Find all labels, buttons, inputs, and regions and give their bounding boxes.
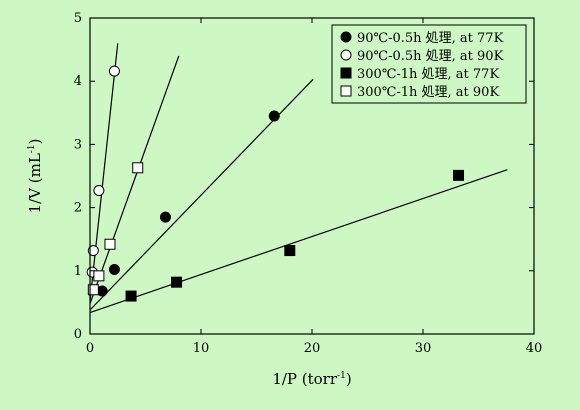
x-tick-label: 10	[193, 341, 210, 356]
legend-entry: 300℃-1h 処理, at 77K	[357, 67, 499, 82]
y-axis-title-end: )	[26, 139, 44, 145]
y-tick-label: 2	[74, 201, 82, 216]
data-point	[87, 284, 99, 296]
data-point	[93, 185, 105, 197]
fit-line	[89, 78, 314, 311]
y-tick-label: 0	[74, 327, 82, 342]
y-tick-label: 1	[74, 264, 82, 279]
y-tick-label: 3	[74, 137, 82, 152]
legend-marker	[340, 49, 352, 61]
data-point	[93, 270, 105, 282]
data-point	[108, 65, 120, 77]
data-point	[171, 276, 183, 288]
x-axis-title-sup: -1	[337, 371, 346, 381]
x-axis-title-main: 1/P (torr	[272, 370, 338, 388]
legend-entry: 300℃-1h 処理, at 90K	[357, 85, 499, 100]
legend-entry: 90℃-0.5h 処理, at 90K	[357, 49, 504, 64]
x-tick-label: 20	[304, 341, 321, 356]
fit-line	[89, 43, 119, 302]
legend-marker	[340, 85, 352, 97]
legend-marker	[340, 31, 352, 43]
legend-entry: 90℃-0.5h 処理, at 77K	[357, 31, 504, 46]
y-tick-label: 5	[74, 11, 82, 26]
legend-marker	[340, 67, 352, 79]
data-point	[453, 169, 465, 181]
y-axis-title-main: 1/V (mL	[26, 153, 44, 213]
x-tick-label: 40	[526, 341, 543, 356]
y-axis-ticks: 0 1 2 3 4 5	[74, 11, 534, 342]
y-axis-title: 1/V (mL-1)	[26, 139, 44, 214]
data-point	[159, 211, 171, 223]
data-point	[284, 245, 296, 257]
fit-line	[89, 55, 180, 304]
data-point	[104, 238, 116, 250]
x-axis-title: 1/P (torr-1)	[272, 370, 351, 388]
x-axis-title-end: )	[346, 370, 352, 388]
data-point	[87, 245, 99, 257]
x-tick-label: 30	[415, 341, 432, 356]
fit-lines	[89, 43, 508, 314]
x-tick-label: 0	[86, 341, 94, 356]
y-axis-title-sup: -1	[27, 144, 37, 153]
x-axis-ticks: 0 10 20 30 40	[86, 18, 542, 356]
data-point	[108, 264, 120, 276]
data-points	[86, 65, 465, 302]
data-point	[268, 110, 280, 122]
y-tick-label: 4	[74, 74, 82, 89]
legend-box	[331, 24, 527, 104]
data-point	[125, 290, 137, 302]
fit-line	[89, 169, 508, 314]
data-point	[132, 162, 144, 174]
plot-frame	[89, 17, 535, 335]
legend: 90℃-0.5h 処理, at 77K 90℃-0.5h 処理, at 90K 30…	[331, 24, 527, 104]
